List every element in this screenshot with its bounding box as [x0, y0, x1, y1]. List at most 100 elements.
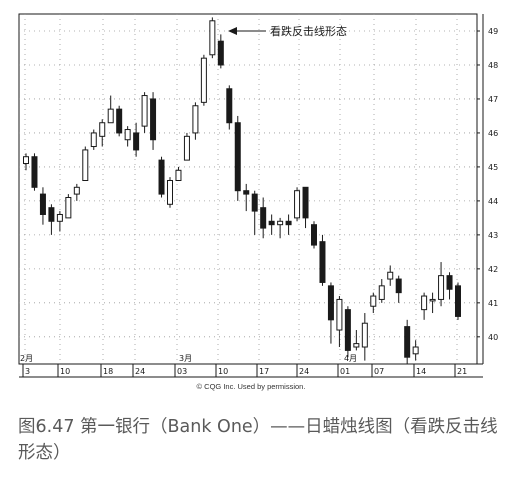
candle [99, 119, 106, 147]
candle [200, 54, 207, 106]
candle [412, 340, 419, 361]
candle-body-up [167, 180, 173, 205]
candle [192, 102, 199, 140]
candle-body-up [65, 196, 72, 219]
candle-body-up [23, 156, 29, 165]
candle-body-up [90, 132, 97, 148]
candle-body-down [395, 278, 402, 294]
date-axis: 3 10 18 24 03 10 17 24 01 07 14 21 2月 3月 4月 [20, 354, 467, 377]
candle-body-down [327, 285, 334, 321]
candle [395, 275, 402, 303]
candle-body-up [82, 149, 89, 182]
candle [150, 92, 157, 150]
candle [455, 282, 461, 320]
candle [370, 292, 377, 314]
candle-body-down [31, 156, 38, 188]
candle [327, 282, 334, 344]
candle-body-up [353, 343, 360, 348]
candle [438, 262, 445, 307]
candle-body-up [124, 129, 131, 141]
candle [319, 234, 326, 286]
candle [141, 92, 148, 133]
price-tick-label: 43 [488, 231, 498, 240]
candle [311, 221, 317, 249]
candle [82, 146, 89, 182]
date-tick-label: 10 [60, 367, 70, 376]
price-tick-label: 49 [488, 27, 498, 36]
price-tick-label: 44 [488, 197, 498, 206]
candle [251, 190, 258, 235]
candle-body-down [455, 285, 461, 317]
candle-body-up [209, 20, 216, 56]
candle-body-down [404, 326, 411, 358]
candle [260, 197, 267, 239]
price-tick-label: 47 [488, 95, 498, 104]
candle [294, 187, 301, 222]
candle-body-up [429, 298, 436, 302]
plot-frame [18, 13, 478, 365]
candle-body-up [336, 298, 343, 331]
candle-body-up [192, 105, 199, 134]
candle [175, 166, 182, 182]
price-tick-label: 45 [488, 163, 498, 172]
candle [158, 156, 165, 198]
candle-body-up [438, 275, 445, 300]
price-tick-label: 48 [488, 61, 498, 70]
candle-body-down [285, 220, 292, 226]
candle [446, 272, 453, 300]
candle [336, 296, 343, 348]
candle [361, 313, 368, 361]
candle-body-down [251, 193, 258, 212]
price-tick-label: 46 [488, 129, 498, 138]
candle [56, 211, 63, 232]
candle [48, 204, 55, 235]
price-tick-label: 41 [488, 299, 498, 308]
candle-body-up [387, 271, 394, 280]
candle-body-down [243, 190, 250, 195]
candle-body-up [361, 322, 368, 348]
candle-body-up [183, 135, 190, 161]
date-tick-label: 21 [457, 367, 467, 376]
candle-body-down [133, 132, 140, 151]
candle-body-down [311, 224, 317, 246]
candle-body-up [412, 346, 419, 355]
date-tick-label: 07 [374, 367, 384, 376]
pattern-annotation: 看跌反击线形态 [228, 24, 347, 38]
candle [31, 153, 38, 191]
candle [167, 177, 173, 208]
date-tick-label: 01 [340, 367, 350, 376]
candle [107, 95, 114, 124]
candle [243, 183, 250, 212]
candle [183, 132, 190, 161]
date-tick-label: 24 [135, 367, 145, 376]
candle-body-down [446, 275, 453, 290]
candle-body-down [150, 98, 157, 141]
candle-body-down [39, 193, 46, 215]
date-tick-label: 24 [299, 367, 309, 376]
candle [234, 115, 241, 201]
candle [353, 330, 360, 351]
grid-lines [19, 14, 477, 364]
candle [124, 126, 131, 147]
candle [65, 194, 72, 219]
candle [378, 279, 385, 303]
candle-body-up [200, 57, 207, 103]
date-tick-label: 03 [177, 367, 187, 376]
date-tick-label: 18 [103, 367, 113, 376]
candle-body-up [378, 285, 385, 300]
candle [302, 186, 309, 229]
figure-caption: 图6.47 第一银行（Bank One）——日蜡烛线图（看跌反击线形态） [18, 417, 498, 463]
candle-body-up [175, 169, 182, 182]
date-tick-label: 14 [416, 367, 426, 376]
date-tick-label: 17 [259, 367, 269, 376]
candle [285, 214, 292, 235]
candle [387, 265, 394, 286]
candle-body-up [99, 122, 106, 137]
candle-body-down [234, 122, 241, 192]
candle-body-up [421, 295, 428, 311]
candle [73, 183, 80, 201]
annotation-text: 看跌反击线形态 [270, 24, 347, 38]
candle-body-down [48, 207, 55, 222]
date-tick-label: 3 [25, 367, 30, 376]
candle-body-up [107, 108, 114, 124]
